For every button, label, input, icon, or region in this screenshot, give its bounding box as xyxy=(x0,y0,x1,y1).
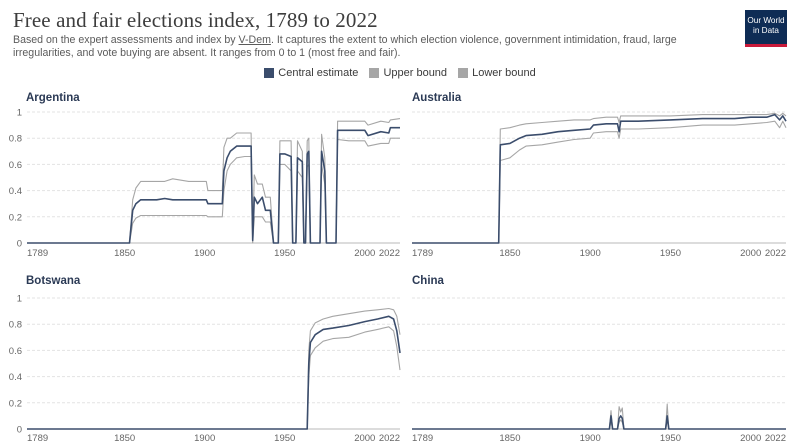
series-line-argentina-upper-bound xyxy=(27,118,401,244)
logo-accent-bar xyxy=(745,44,787,47)
series-line-china-central-estimate xyxy=(412,415,786,430)
x-tick-label: 1789 xyxy=(27,248,48,259)
series-line-china-upper-bound xyxy=(412,403,786,430)
legend-label-upper: Upper bound xyxy=(383,67,448,79)
x-tick-label: 1900 xyxy=(194,248,215,259)
x-tick-label: 1850 xyxy=(114,433,135,444)
x-tick-label: 2022 xyxy=(765,433,786,444)
x-tick-label: 1789 xyxy=(412,248,433,259)
x-tick-label: 1789 xyxy=(27,433,48,444)
x-tick-label: 1850 xyxy=(499,433,520,444)
x-tick-label: 2000 xyxy=(354,433,375,444)
series-line-australia-central-estimate xyxy=(412,113,787,244)
panel-title-argentina: Argentina xyxy=(26,92,80,104)
x-tick-label: 2022 xyxy=(765,248,786,259)
x-tick-label: 2000 xyxy=(740,248,761,259)
series-line-botswana-lower-bound xyxy=(27,326,401,430)
series-line-botswana-central-estimate xyxy=(27,315,401,430)
chart-title: Free and fair elections index, 1789 to 2… xyxy=(13,8,378,32)
y-tick-label: 0.6 xyxy=(9,346,22,357)
x-tick-label: 2022 xyxy=(379,433,400,444)
legend: Central estimate Upper bound Lower bound xyxy=(0,67,800,81)
x-tick-label: 2000 xyxy=(740,433,761,444)
legend-item-lower[interactable]: Lower bound xyxy=(458,67,536,79)
x-tick-label: 1950 xyxy=(274,248,295,259)
x-tick-label: 1850 xyxy=(114,248,135,259)
subtitle-text-start: Based on the expert assessments and inde… xyxy=(13,34,239,46)
legend-swatch-central xyxy=(264,68,275,78)
x-tick-label: 1900 xyxy=(580,433,601,444)
x-tick-label: 2022 xyxy=(379,248,400,259)
legend-swatch-upper xyxy=(369,68,380,78)
legend-swatch-lower xyxy=(458,68,469,78)
legend-item-central[interactable]: Central estimate xyxy=(264,67,358,79)
y-tick-label: 0.6 xyxy=(9,160,22,171)
owid-logo[interactable]: Our World in Data xyxy=(745,10,787,47)
legend-item-upper[interactable]: Upper bound xyxy=(369,67,447,79)
y-tick-label: 0.8 xyxy=(9,134,22,145)
x-tick-label: 2000 xyxy=(354,248,375,259)
legend-label-central: Central estimate xyxy=(278,67,359,79)
series-line-argentina-central-estimate xyxy=(27,126,400,244)
logo-line-2: in Data xyxy=(753,25,779,35)
x-tick-label: 1950 xyxy=(274,433,295,444)
x-tick-label: 1950 xyxy=(660,248,681,259)
x-tick-label: 1950 xyxy=(660,433,681,444)
subtitle-text-end: . It captures the extent to which electi… xyxy=(13,34,677,59)
x-tick-label: 1900 xyxy=(580,248,601,259)
chart-subtitle: Based on the expert assessments and inde… xyxy=(13,34,728,60)
logo-line-1: Our World xyxy=(747,16,785,25)
legend-label-lower: Lower bound xyxy=(472,67,536,79)
y-tick-label: 0.2 xyxy=(9,398,22,409)
y-tick-label: 0.4 xyxy=(9,186,22,197)
panel-title-china: China xyxy=(412,275,445,287)
series-line-china-lower-bound xyxy=(412,419,786,430)
panel-title-australia: Australia xyxy=(412,92,462,104)
series-line-australia-lower-bound xyxy=(412,120,787,244)
series-line-botswana-upper-bound xyxy=(27,307,401,430)
y-tick-label: 0.2 xyxy=(9,212,22,223)
y-tick-label: 0.8 xyxy=(9,320,22,331)
series-line-australia-upper-bound xyxy=(412,112,787,244)
y-tick-label: 0 xyxy=(17,425,22,436)
y-tick-label: 1 xyxy=(17,108,22,119)
x-tick-label: 1850 xyxy=(499,248,520,259)
x-tick-label: 1789 xyxy=(412,433,433,444)
y-tick-label: 0.4 xyxy=(9,372,22,383)
y-tick-label: 0 xyxy=(17,239,22,250)
vdem-link[interactable]: V-Dem xyxy=(238,34,271,46)
y-tick-label: 1 xyxy=(17,294,22,305)
panel-title-botswana: Botswana xyxy=(26,275,81,287)
x-tick-label: 1900 xyxy=(194,433,215,444)
